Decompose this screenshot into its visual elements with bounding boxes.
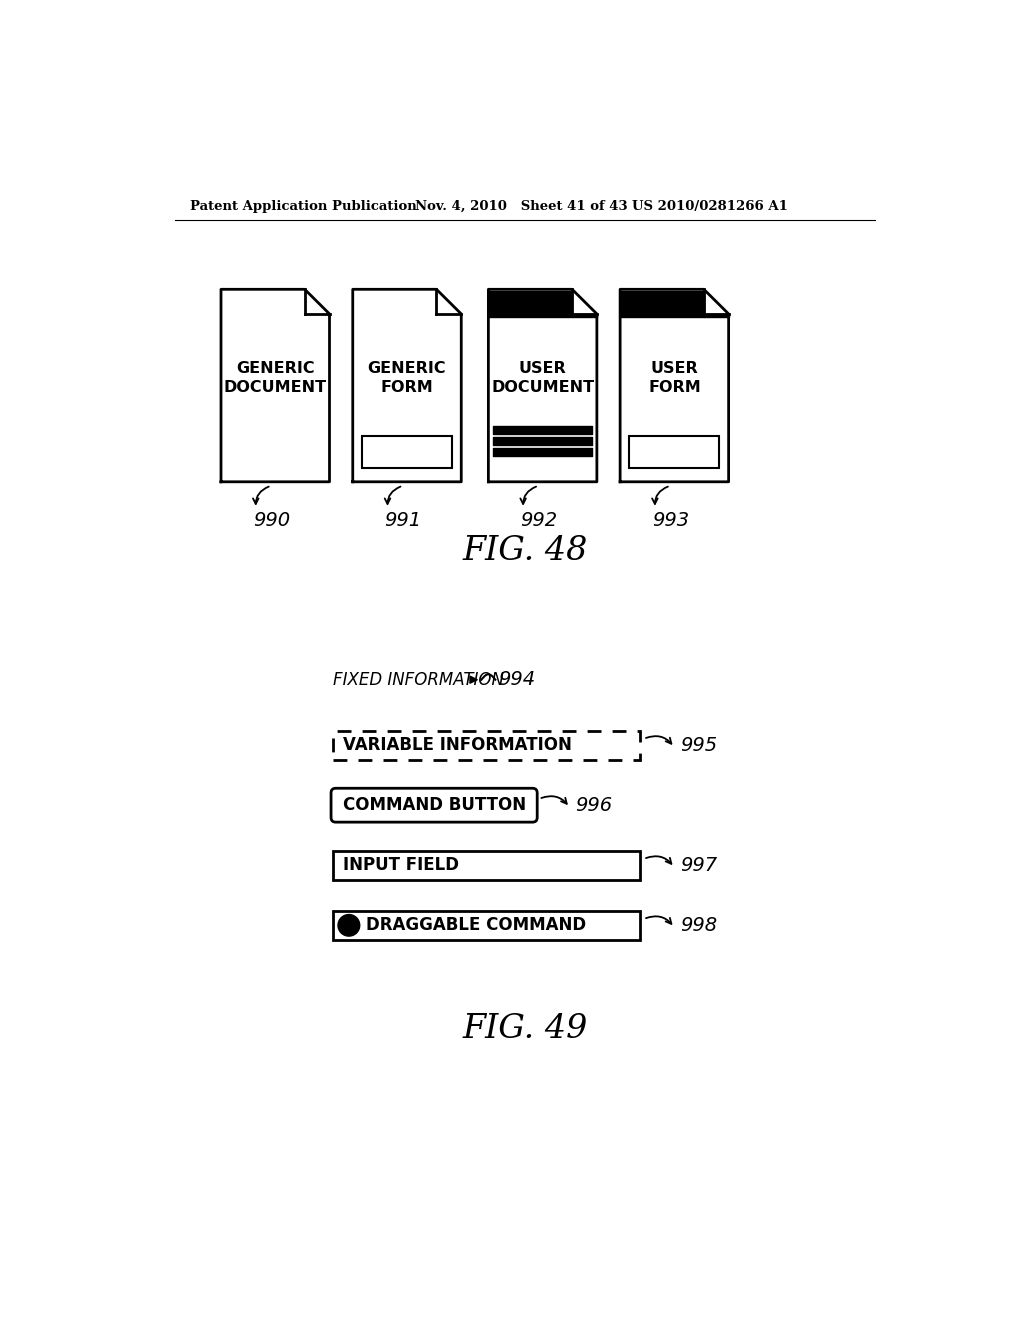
Bar: [334, 730, 640, 760]
Text: 998: 998: [680, 916, 717, 935]
Text: 996: 996: [575, 796, 612, 814]
Text: FIG. 49: FIG. 49: [462, 1012, 588, 1044]
Polygon shape: [221, 289, 330, 482]
Text: US 2010/0281266 A1: US 2010/0281266 A1: [632, 199, 787, 213]
Text: 993: 993: [652, 511, 689, 529]
Text: Patent Application Publication: Patent Application Publication: [190, 199, 417, 213]
Polygon shape: [488, 289, 597, 482]
Circle shape: [338, 915, 359, 936]
Bar: [334, 911, 640, 940]
Bar: [362, 436, 452, 469]
Text: INPUT FIELD: INPUT FIELD: [343, 857, 459, 874]
Text: FIG. 48: FIG. 48: [462, 535, 588, 568]
Text: FIXED INFORMATION: FIXED INFORMATION: [334, 671, 504, 689]
Text: 995: 995: [680, 735, 717, 755]
Text: GENERIC
DOCUMENT: GENERIC DOCUMENT: [223, 362, 327, 395]
Text: GENERIC
FORM: GENERIC FORM: [368, 362, 446, 395]
Text: 994: 994: [499, 671, 536, 689]
Text: 997: 997: [680, 855, 717, 875]
Text: DRAGGABLE COMMAND: DRAGGABLE COMMAND: [366, 916, 586, 935]
Bar: [334, 850, 640, 880]
Text: COMMAND BUTTON: COMMAND BUTTON: [343, 796, 525, 814]
Text: 992: 992: [520, 511, 557, 529]
FancyBboxPatch shape: [331, 788, 538, 822]
Text: 991: 991: [385, 511, 422, 529]
Text: VARIABLE INFORMATION: VARIABLE INFORMATION: [343, 737, 571, 754]
Text: 990: 990: [253, 511, 290, 529]
Text: USER
DOCUMENT: USER DOCUMENT: [492, 362, 594, 395]
Bar: [630, 436, 719, 469]
Text: USER
FORM: USER FORM: [648, 362, 700, 395]
Polygon shape: [352, 289, 461, 482]
Polygon shape: [621, 289, 729, 482]
Text: Nov. 4, 2010   Sheet 41 of 43: Nov. 4, 2010 Sheet 41 of 43: [415, 199, 628, 213]
